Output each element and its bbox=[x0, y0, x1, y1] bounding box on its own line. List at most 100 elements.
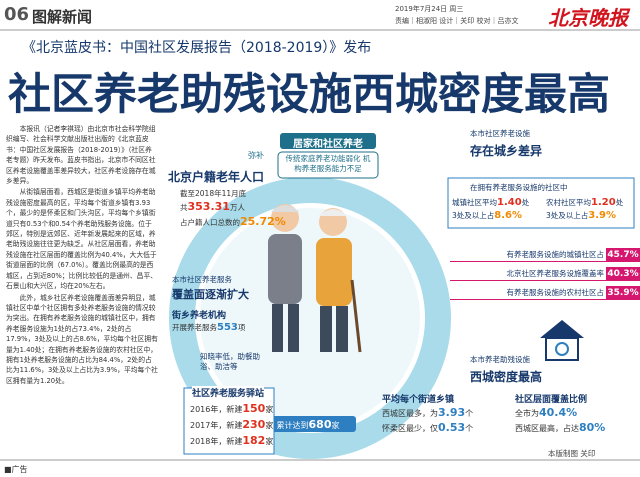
text: 西城区最多，为 bbox=[382, 409, 438, 418]
text: 个 bbox=[465, 424, 474, 433]
total-box bbox=[260, 416, 356, 432]
text: 处 bbox=[615, 198, 624, 207]
paragraph: 此外，城乡社区养老设施覆盖面差异明显，城镇社区中单个社区拥有多处养老服务设施的情… bbox=[6, 293, 158, 385]
org-title: 街乡养老机构 bbox=[172, 311, 227, 321]
text: 城镇社区平均 bbox=[452, 198, 497, 207]
ur-note: 在拥有养老服务设施的社区中 bbox=[470, 183, 568, 192]
coverage-subtitle: 覆盖面逐渐扩大 bbox=[172, 288, 249, 301]
community-title: 社区层面覆盖比例 bbox=[515, 395, 588, 405]
urban-rural-box bbox=[447, 177, 635, 229]
stat-row: 怀柔区最少，仅0.53个 bbox=[382, 421, 473, 434]
text: 家 bbox=[265, 437, 274, 446]
value: 3.9% bbox=[588, 210, 617, 221]
stations-title: 社区养老服务驿站 bbox=[192, 386, 265, 399]
stat-row: 全市为40.4% bbox=[515, 406, 605, 419]
density-kicker: 本市养老助残设施 bbox=[470, 355, 530, 364]
connector: 弥补 bbox=[248, 151, 264, 160]
ring-inner bbox=[200, 208, 420, 428]
bar: 有养老服务设施的农村社区占 35.9% bbox=[450, 286, 640, 300]
text: 家 bbox=[265, 405, 274, 414]
value: 80% bbox=[579, 421, 606, 434]
value: 1.20 bbox=[591, 197, 616, 208]
stat-row: 西城区最高，占达80% bbox=[515, 421, 605, 434]
kicker: 《北京蓝皮书：中国社区发展报告（2018-2019）》发布 bbox=[22, 40, 372, 56]
text: 累计达到 bbox=[276, 421, 309, 430]
paragraph: 本报讯（记者李祺瑶）由北京市社会科学院组织编写、社会科学文献出版社出版的《北京蓝… bbox=[6, 125, 156, 186]
bar-value: 45.7% bbox=[606, 248, 640, 262]
value: 0.53 bbox=[438, 421, 466, 434]
issue: 知晓率低，助餐助浴、助洁等 bbox=[200, 352, 260, 371]
bar: 有养老服务设施的城镇社区占 45.7% bbox=[450, 248, 640, 262]
paragraph: 从街镇层面看，西城区是街道乡镇平均养老助残设施密度最高的区，平均每个街道乡镇有3… bbox=[6, 188, 158, 291]
text: 处 bbox=[521, 198, 530, 207]
value: 553 bbox=[217, 322, 238, 333]
text: 家 bbox=[265, 421, 274, 430]
text: 2018年，新建 bbox=[190, 437, 243, 446]
house-icon bbox=[540, 320, 584, 361]
article: 本报讯（记者李祺瑶）由北京市社会科学院组织编写、社会科学文献出版社出版的《北京蓝… bbox=[6, 124, 158, 387]
center-title: 居家和社区养老 bbox=[293, 139, 363, 150]
value: 182 bbox=[242, 434, 266, 447]
ur-groups: 城镇社区平均1.40处 3处及以上占8.6% 农村社区平均1.20处 3处及以上占3.… bbox=[452, 196, 640, 222]
density-title: 西城密度最高 bbox=[470, 370, 543, 384]
center-subtitle: 传统家庭养老功能弱化 机构养老服务能力不足 bbox=[285, 154, 371, 173]
ur-avg: 城镇社区平均1.40处 bbox=[452, 196, 540, 209]
value: 150 bbox=[242, 402, 266, 415]
stat-row: 西城区最多，为3.93个 bbox=[382, 406, 473, 419]
bar-value: 40.3% bbox=[606, 267, 640, 281]
text: 共 bbox=[180, 203, 188, 212]
value: 680 bbox=[308, 418, 332, 431]
date: 2019年7月24日 周三 bbox=[395, 5, 464, 13]
text: 占户籍人口总数的 bbox=[180, 218, 240, 227]
bar-line bbox=[450, 299, 606, 300]
ur-group: 城镇社区平均1.40处 3处及以上占8.6% bbox=[452, 196, 540, 222]
elderly-couple bbox=[268, 204, 362, 353]
value: 1.40 bbox=[497, 197, 522, 208]
value: 25.72% bbox=[240, 215, 286, 228]
center-subtitle-box bbox=[277, 151, 379, 179]
text: 个 bbox=[465, 409, 474, 418]
ur-group: 农村社区平均1.20处 3处及以上占3.9% bbox=[546, 196, 634, 222]
coverage-title: 本市社区养老服务 bbox=[172, 275, 232, 284]
text: 开展养老服务 bbox=[172, 323, 217, 332]
ur-kicker: 本市社区养老设施 bbox=[470, 129, 530, 138]
community-rows: 全市为40.4% 西城区最高，占达80% bbox=[515, 406, 605, 436]
text: 西城区最高，占达 bbox=[515, 424, 579, 433]
credit: 本版制图 关印 bbox=[548, 449, 596, 458]
text: 项 bbox=[237, 323, 246, 332]
text: 3处及以上占 bbox=[546, 211, 589, 220]
bar-line bbox=[450, 280, 606, 281]
text: 家 bbox=[331, 421, 340, 430]
ur-share: 3处及以上占3.9% bbox=[546, 209, 634, 222]
bar-line bbox=[450, 261, 606, 262]
ad: ■广告 bbox=[4, 465, 28, 474]
value: 353.31 bbox=[187, 200, 230, 213]
value: 40.4% bbox=[539, 406, 578, 419]
ur-avg: 农村社区平均1.20处 bbox=[546, 196, 634, 209]
page-no: 06 bbox=[4, 4, 30, 25]
section: 图解新闻 bbox=[32, 8, 93, 26]
bar-label: 有养老服务设施的农村社区占 bbox=[506, 288, 605, 297]
station-row: 2018年，新建182家 bbox=[190, 434, 273, 447]
masthead: 北京晚报 bbox=[548, 6, 628, 30]
text: 怀柔区最少，仅 bbox=[382, 424, 438, 433]
text: 全市为 bbox=[515, 409, 539, 418]
station-row: 2016年，新建150家 bbox=[190, 402, 273, 415]
text: 万人 bbox=[229, 203, 245, 212]
bar-value: 35.9% bbox=[606, 286, 640, 300]
value: 3.93 bbox=[438, 406, 466, 419]
text: 农村社区平均 bbox=[546, 198, 591, 207]
station-row: 2017年，新建230家 bbox=[190, 418, 273, 431]
center-title-box bbox=[280, 133, 376, 149]
ur-share: 3处及以上占8.6% bbox=[452, 209, 540, 222]
credits: 责编｜相淑阳 设计｜关印 校对｜吕亦文 bbox=[395, 17, 519, 25]
stations-rows: 2016年，新建150家 2017年，新建230家 2018年，新建182家 bbox=[190, 402, 273, 450]
value: 8.6% bbox=[494, 210, 523, 221]
ring bbox=[169, 177, 451, 459]
population-date: 截至2018年11月底 bbox=[180, 189, 247, 198]
street-rows: 西城区最多，为3.93个 怀柔区最少，仅0.53个 bbox=[382, 406, 473, 436]
text: 2016年，新建 bbox=[190, 405, 243, 414]
ur-title: 存在城乡差异 bbox=[470, 144, 543, 158]
